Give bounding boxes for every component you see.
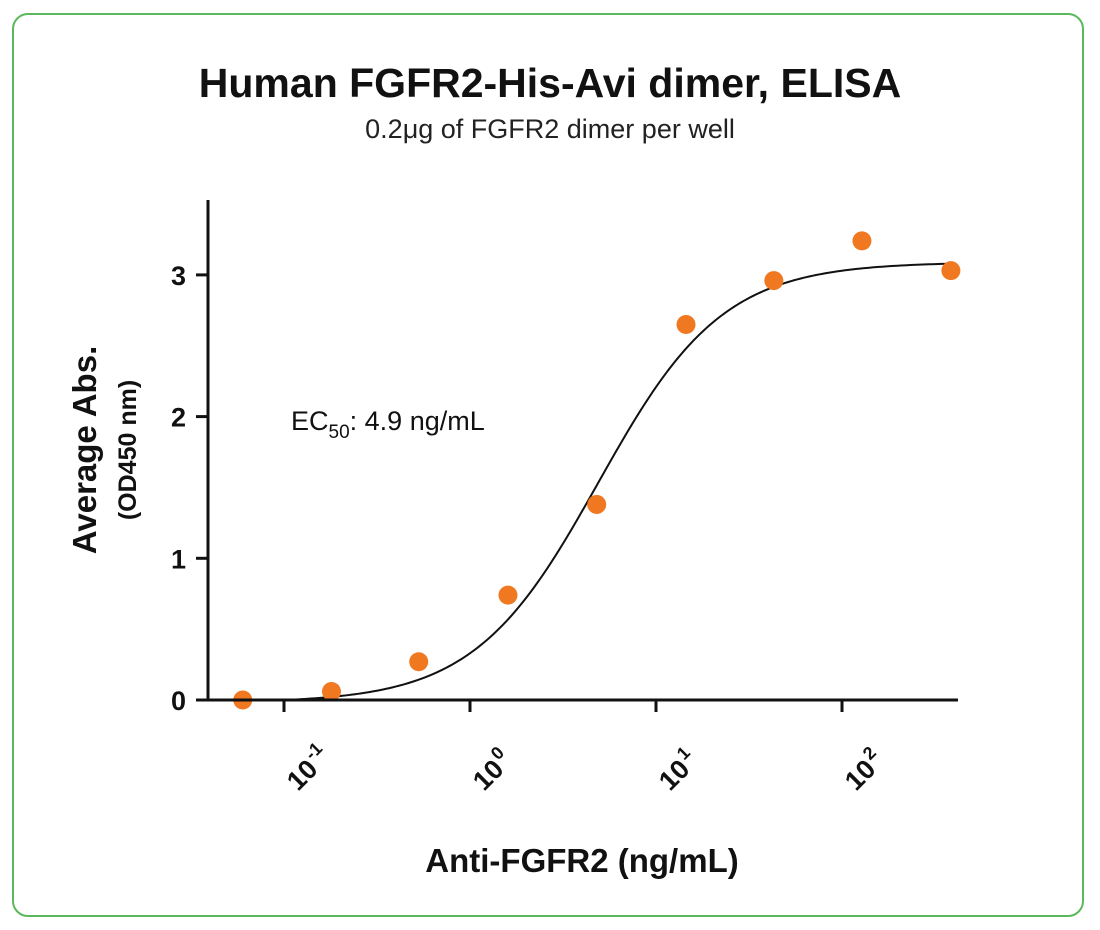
ec50-annotation: EC50: 4.9 ng/mL: [291, 406, 485, 443]
x-axis-title: Anti-FGFR2 (ng/mL): [425, 842, 738, 879]
data-point: [587, 494, 607, 514]
x-tick-label: 100: [464, 742, 518, 796]
data-points-layer: [233, 231, 961, 710]
y-tick-label: 2: [171, 403, 186, 433]
data-point: [409, 652, 429, 672]
x-ticks-layer: 10-1 100 101 102: [278, 700, 890, 796]
y-tick-label: 0: [171, 686, 186, 716]
axes-layer: [206, 200, 958, 702]
fit-curve-layer: [260, 262, 951, 701]
data-point: [764, 271, 784, 291]
y-axis-title: Average Abs.: [66, 346, 103, 554]
ec50-prefix: EC: [291, 406, 329, 436]
chart-title: Human FGFR2-His-Avi dimer, ELISA: [198, 60, 902, 106]
x-tick-label-group: 100: [464, 742, 518, 796]
x-tick-label-group: 102: [836, 742, 890, 796]
data-point: [852, 231, 872, 251]
data-point: [676, 315, 696, 334]
ec50-suffix: : 4.9 ng/mL: [350, 406, 485, 436]
ec50-subscript: 50: [329, 422, 350, 443]
y-tick-label: 3: [171, 261, 186, 291]
data-point: [321, 682, 341, 701]
y-axis-subtitle: (OD450 nm): [114, 380, 142, 520]
data-point: [498, 585, 518, 605]
chart-subtitle: 0.2μg of FGFR2 dimer per well: [365, 114, 735, 144]
chart-frame: [12, 13, 1084, 917]
x-tick-label-group: 101: [650, 742, 704, 796]
x-tick-label-group: 10-1: [278, 738, 336, 796]
x-tick-label: 101: [650, 742, 704, 796]
y-ticks-layer: 0 1 2 3: [171, 261, 208, 716]
fit-curve: [260, 262, 951, 701]
y-tick-label: 1: [171, 544, 186, 574]
x-tick-label: 102: [836, 742, 890, 796]
x-tick-label: 10-1: [278, 738, 336, 796]
data-point: [941, 261, 961, 281]
